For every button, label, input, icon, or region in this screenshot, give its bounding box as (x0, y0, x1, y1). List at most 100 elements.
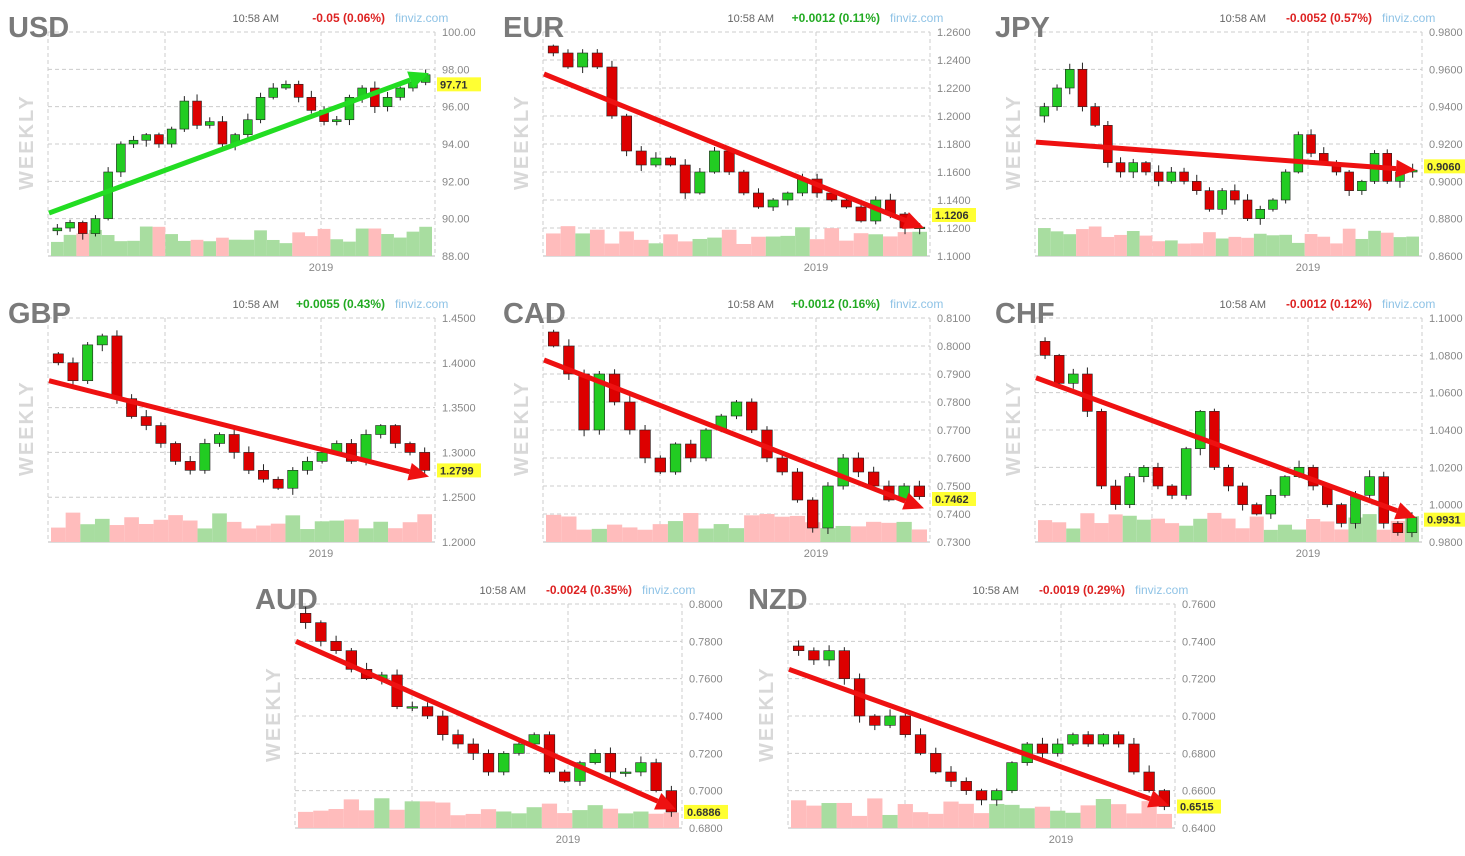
candle-body (547, 331, 560, 347)
candle-body (1110, 485, 1121, 505)
candle-body (1406, 517, 1418, 533)
volume-bar (789, 515, 806, 542)
quote-time: 10:58 AM (728, 13, 774, 25)
y-tick-label: 0.7200 (1182, 674, 1216, 686)
volume-bar (374, 798, 390, 828)
last-price-badge (1424, 159, 1465, 174)
period-label: WEEKLY (16, 94, 38, 190)
candle-body (840, 199, 852, 208)
trend-arrow-line (1035, 375, 1399, 514)
y-tick-label: 92.00 (442, 176, 470, 188)
volume-bar (881, 522, 897, 542)
volume-bar (912, 812, 929, 828)
volume-bar (94, 518, 110, 542)
volume-bar (897, 232, 913, 256)
last-price-badge (932, 208, 976, 222)
x-tick-label: 2019 (1296, 548, 1320, 560)
volume-bar (736, 243, 752, 256)
y-tick-label: 1.0200 (1429, 462, 1463, 474)
candle-body (281, 83, 291, 89)
volume-bar (850, 526, 867, 542)
volume-bar (1362, 514, 1377, 542)
candle-body (1392, 523, 1404, 533)
candle-body (1138, 467, 1150, 477)
volume-bar (576, 529, 592, 542)
volume-bar (393, 237, 407, 256)
candle-body (1279, 476, 1291, 496)
currency-symbol: NZD (748, 584, 808, 616)
candle-body (1180, 448, 1192, 496)
price-change: +0.0012 (0.16%) (791, 297, 880, 311)
candle-body (738, 171, 750, 194)
chart-panel-eur: 1.2600 1.2400 1.2200 1.2000 1.1800 1.1600 1.14… (500, 0, 980, 284)
y-tick-label: 1.1200 (937, 223, 971, 235)
candle-body (344, 97, 355, 121)
volume-bar (652, 524, 668, 542)
candle-body (1152, 467, 1164, 487)
y-tick-label: 1.0800 (1429, 350, 1463, 362)
candle-body (419, 452, 431, 471)
candle-body (467, 743, 479, 754)
period-label: WEEKLY (511, 380, 533, 476)
volume-bar (270, 523, 286, 542)
volume-bar (587, 805, 603, 828)
quote-time: 10:58 AM (973, 585, 1019, 597)
candle-body (498, 753, 510, 773)
quote-time: 10:58 AM (728, 299, 774, 311)
candle-body (406, 706, 418, 709)
candle-body (559, 771, 571, 782)
volume-bar (480, 809, 497, 828)
y-tick-label: 0.6800 (689, 823, 723, 835)
currency-symbol: CAD (503, 298, 566, 330)
period-label: WEEKLY (756, 666, 778, 762)
volume-bar (254, 230, 267, 256)
last-price: 0.7462 (935, 494, 969, 506)
volume-bar (713, 524, 729, 542)
y-tick-label: 94.00 (442, 139, 470, 151)
candle-body (1053, 355, 1065, 384)
candle-body (1223, 467, 1234, 487)
candle-body (1039, 341, 1051, 356)
candle-body (1065, 69, 1075, 89)
volume-bar (1368, 230, 1381, 256)
y-tick-label: 0.7400 (689, 711, 723, 723)
volume-bar (557, 813, 573, 828)
candle-body (1280, 171, 1291, 201)
volume-bar (836, 802, 852, 828)
y-tick-label: 0.7800 (689, 636, 723, 648)
chart-panel-nzd: 0.7600 0.7400 0.7200 0.7000 0.6800 0.6600 0.64… (745, 572, 1225, 856)
volume-bar (1241, 237, 1254, 256)
volume-bar (344, 519, 359, 542)
candle-body (1082, 373, 1093, 412)
y-tick-label: 1.1800 (937, 139, 971, 151)
x-tick-label: 2019 (804, 548, 828, 560)
volume-bar (190, 239, 204, 256)
candle-body (746, 401, 758, 431)
candle-body (1115, 162, 1126, 173)
y-tick-label: 0.8800 (1429, 214, 1463, 226)
volume-bar (226, 521, 242, 542)
candle-body (111, 335, 123, 399)
candle-body (1293, 134, 1304, 173)
candle-body (547, 45, 559, 54)
volume-bar (1376, 529, 1391, 542)
volume-bar (511, 813, 527, 828)
volume-bar (1126, 231, 1140, 256)
volume-bar (780, 235, 796, 256)
y-tick-label: 0.7400 (937, 509, 971, 521)
candle-body (624, 401, 636, 431)
volume-bar (305, 236, 318, 256)
y-tick-label: 0.7700 (937, 425, 971, 437)
volume-bar (313, 810, 329, 828)
y-tick-label: 0.6600 (1182, 786, 1216, 798)
volume-bar (381, 234, 394, 256)
chart-panel-cad: 0.8100 0.8000 0.7900 0.7800 0.7700 0.7600 0.75… (500, 286, 980, 570)
y-tick-label: 0.7600 (689, 674, 723, 686)
y-tick-label: 0.9000 (1429, 176, 1463, 188)
candle-body (192, 100, 202, 126)
y-tick-label: 1.0400 (1429, 425, 1463, 437)
candle-body (90, 218, 101, 234)
y-tick-label: 1.1400 (937, 195, 971, 207)
candle-body (685, 443, 697, 459)
last-price: 0.6515 (1180, 802, 1214, 814)
